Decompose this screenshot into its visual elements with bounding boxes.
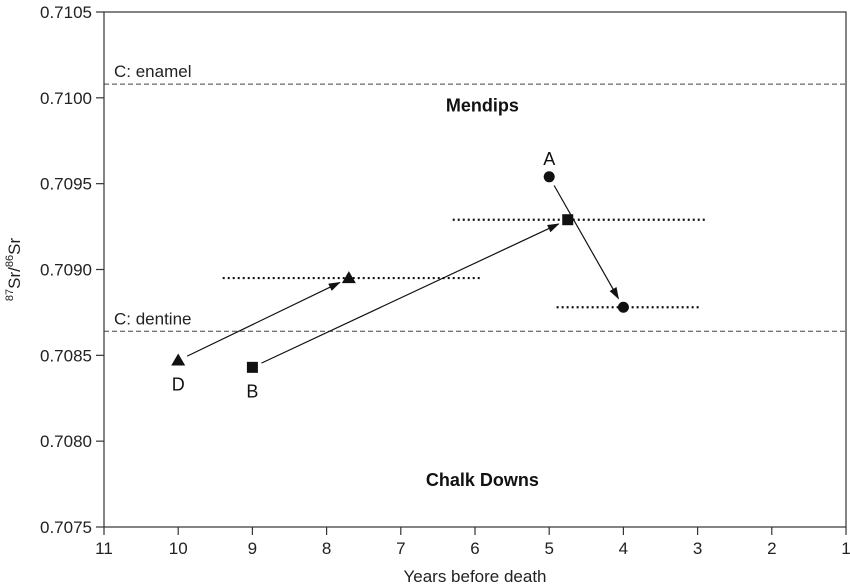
data-points [171, 171, 629, 373]
region-label: Mendips [446, 96, 519, 116]
y-tick-label: 0.7100 [40, 89, 92, 108]
x-tick-label: 5 [544, 539, 553, 558]
y-tick-label: 0.7075 [40, 518, 92, 537]
region-label: Chalk Downs [426, 470, 539, 490]
data-point-square [562, 214, 574, 226]
point-label-a: A [543, 149, 555, 169]
reference-line-label: C: dentine [114, 309, 192, 328]
x-tick-label: 1 [841, 539, 850, 558]
point-labels: D B A [172, 149, 556, 402]
trajectory-arrow [186, 281, 341, 357]
error-bars [222, 218, 706, 309]
region-labels: Mendips Chalk Downs [426, 96, 539, 490]
y-tick-label: 0.7085 [40, 346, 92, 365]
trajectory-arrow [261, 223, 560, 364]
x-tick-label: 11 [95, 539, 113, 558]
x-tick-label: 3 [693, 539, 702, 558]
data-point-circle [617, 301, 629, 313]
y-tick-label: 0.7105 [40, 3, 92, 22]
point-label-b: B [246, 381, 258, 401]
y-tick-label: 0.7080 [40, 432, 92, 451]
x-tick-label: 7 [396, 539, 405, 558]
trajectory-arrow [553, 185, 619, 300]
point-label-d: D [172, 374, 185, 394]
data-point-triangle [341, 271, 356, 284]
data-point-circle [543, 171, 555, 183]
data-point-square [246, 361, 258, 373]
trajectory-arrows [186, 185, 619, 364]
y-label-sup-87: 87 [4, 289, 16, 301]
data-point-triangle [171, 353, 186, 366]
x-tick-label: 2 [767, 539, 776, 558]
reference-lines: C: enamel C: dentine [104, 62, 846, 332]
x-axis-label: Years before death [403, 567, 546, 586]
plot-frame [103, 11, 847, 528]
y-tick-label: 0.7090 [40, 261, 92, 280]
y-tick-label: 0.7095 [40, 175, 92, 194]
y-label-sup-86: 86 [4, 255, 16, 267]
x-tick-label: 6 [470, 539, 479, 558]
x-tick-label: 4 [619, 539, 628, 558]
y-axis-ticks: 0.7075 0.7080 0.7085 0.7090 0.7095 0.7100 0.71… [40, 3, 104, 537]
x-tick-label: 10 [169, 539, 188, 558]
x-tick-label: 9 [248, 539, 257, 558]
x-axis-ticks: 11 10 9 8 7 6 5 4 3 2 1 [95, 527, 850, 558]
y-label-base-sr: Sr/ [5, 267, 24, 289]
y-label-base-sr2: Sr [5, 238, 24, 255]
reference-line-label: C: enamel [114, 62, 191, 81]
y-axis-label: 87Sr/86Sr [4, 238, 24, 302]
x-tick-label: 8 [322, 539, 331, 558]
